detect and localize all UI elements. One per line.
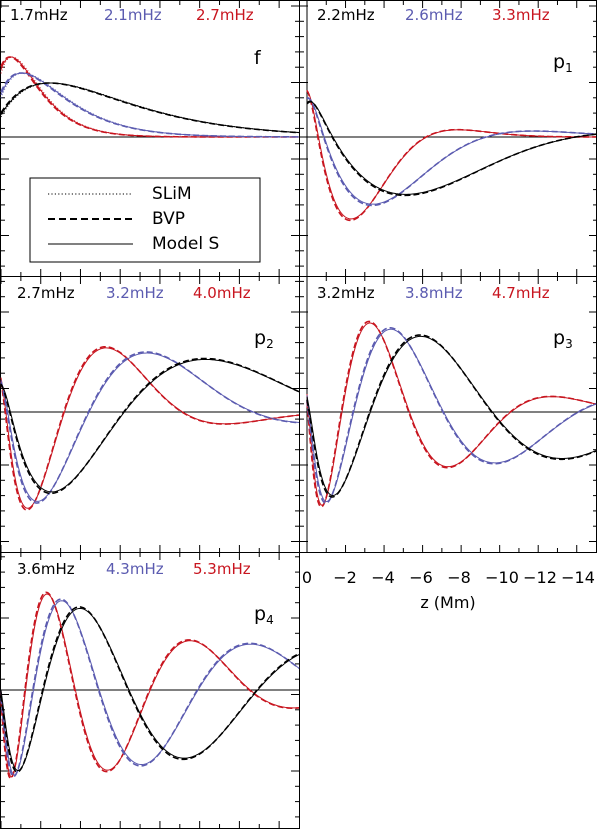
curve-panel2-mid-bvp [0, 351, 300, 504]
panel-p3-freq-high: 4.7mHz [492, 284, 550, 302]
x-tick-label: −10 [485, 568, 519, 587]
panel-p4-freq-high: 5.3mHz [193, 560, 251, 578]
x-tick-label: −4 [371, 568, 395, 587]
curve-panel0-low-slim [0, 82, 300, 133]
curve-panel3-mid-bvp [306, 326, 597, 504]
curve-panel1-mid-bvp [306, 97, 597, 207]
panel-p3-frame [299, 276, 597, 553]
curve-panel1-low-models [306, 101, 597, 195]
panel-p3-freq-low: 3.2mHz [317, 284, 375, 302]
x-tick-labels: 0 −2 −4 −6 −8 −10 −12 −14 [302, 568, 595, 587]
curve-panel3-mid-models [306, 328, 597, 502]
x-tick-label: −12 [523, 568, 557, 587]
panel-p2-freq-high: 4.0mHz [193, 284, 251, 302]
panel-p1-freq-high: 3.3mHz [492, 6, 550, 24]
frequency-labels: 1.7mHz 2.1mHz 2.7mHz 2.2mHz 2.6mHz 3.3mH… [10, 6, 550, 578]
curve-panel3-high-models [306, 322, 597, 506]
curve-panel3-high-bvp [306, 320, 597, 508]
x-tick-label: 0 [302, 568, 312, 587]
panel-p2-freq-low: 2.7mHz [17, 284, 75, 302]
x-tick-label: −6 [409, 568, 433, 587]
panel-f-mode-label: f [254, 47, 262, 69]
curve-panel3-low-models [306, 335, 597, 496]
panel-p3-freq-mid: 3.8mHz [405, 284, 463, 302]
legend-box [29, 177, 261, 263]
curve-panel2-low-bvp [0, 357, 300, 495]
curve-panel0-mid-slim [0, 72, 300, 138]
curve-panel4-high-bvp [0, 591, 300, 780]
x-tick-label: −8 [447, 568, 471, 587]
panel-p1-frame [299, 0, 597, 277]
panel-p2-freq-mid: 3.2mHz [106, 284, 164, 302]
curve-panel4-mid-bvp [0, 598, 300, 778]
panel-p4-freq-low: 3.6mHz [17, 560, 75, 578]
curve-panel4-low-bvp [0, 606, 300, 773]
curve-panel2-mid-models [0, 352, 300, 502]
panel-p4-freq-mid: 4.3mHz [106, 560, 164, 578]
panel-p1-freq-mid: 2.6mHz [405, 6, 463, 24]
legend-label-slim: SLiM [152, 184, 192, 204]
panel-p1-mode-label: p1 [553, 51, 573, 75]
panel-p2-mode-label: p2 [254, 327, 274, 351]
curve-panel1-mid-models [306, 98, 597, 205]
curve-panel3-low-bvp [306, 334, 597, 498]
panel-f-freq-low: 1.7mHz [10, 6, 68, 24]
curve-panel0-low-models [0, 82, 300, 134]
panel-p2-frame [0, 276, 300, 553]
curve-panel1-low-bvp [306, 100, 597, 197]
panel-p3-mode-label: p3 [553, 327, 573, 351]
panel-p4-frame [0, 552, 300, 829]
legend-label-bvp: BVP [152, 209, 185, 229]
legend: SLiM BVP Model S [29, 177, 261, 263]
x-tick-label: −14 [561, 568, 595, 587]
curve-panel1-high-models [306, 89, 597, 220]
panel-p4-mode-label: p4 [254, 603, 274, 627]
mode-labels: f p1 p2 p3 p4 [254, 47, 573, 627]
panel-f-freq-high: 2.7mHz [196, 6, 254, 24]
curve-panel0-high-bvp [0, 56, 299, 138]
eigenfunction-curves [0, 56, 597, 780]
panel-f-freq-mid: 2.1mHz [104, 6, 162, 24]
x-tick-label: −2 [333, 568, 357, 587]
curve-panel0-low-bvp [0, 82, 300, 134]
x-axis-label: z (Mm) [420, 593, 475, 612]
legend-label-models: Model S [152, 234, 219, 254]
panel-p1-freq-low: 2.2mHz [317, 6, 375, 24]
curve-panel1-high-bvp [306, 90, 597, 222]
